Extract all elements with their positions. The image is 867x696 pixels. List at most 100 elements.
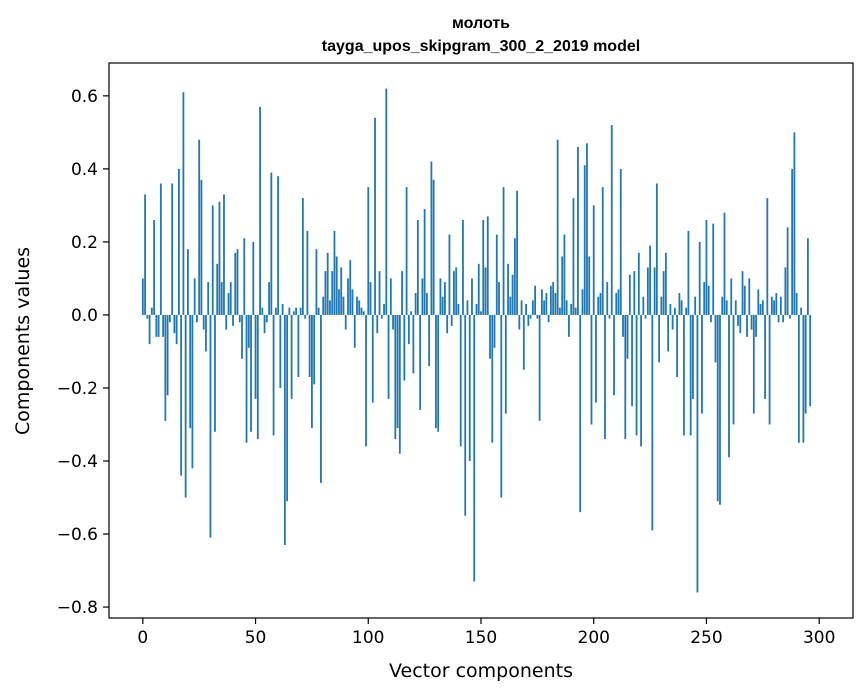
bar-component-222: [642, 296, 645, 315]
bar-component-110: [389, 278, 392, 315]
bar-component-95: [356, 296, 358, 315]
bar-component-238: [678, 293, 681, 315]
bar-component-173: [531, 300, 534, 315]
bar-component-49: [252, 241, 255, 315]
bar-component-217: [631, 314, 633, 407]
bar-component-246: [696, 314, 699, 593]
bar-component-106: [380, 314, 383, 319]
bar-component-45: [243, 238, 246, 315]
bar-component-117: [405, 187, 408, 315]
bar-component-250: [705, 220, 708, 315]
bar-component-113: [396, 314, 399, 429]
bar-component-84: [331, 271, 334, 315]
bar-component-282: [777, 314, 780, 323]
bar-component-157: [495, 234, 498, 315]
bar-component-229: [658, 314, 661, 363]
bar-component-233: [667, 314, 670, 352]
bar-component-86: [335, 256, 338, 315]
bar-component-279: [770, 296, 773, 315]
y-tick-label: 0.4: [71, 160, 98, 180]
bar-component-51: [256, 314, 259, 440]
bar-component-262: [732, 314, 735, 425]
bar-component-267: [743, 285, 746, 315]
bar-component-17: [180, 314, 183, 476]
bar-component-287: [788, 314, 791, 319]
bar-component-235: [671, 314, 674, 330]
bar-component-172: [529, 314, 532, 319]
bar-component-241: [685, 307, 688, 315]
bar-component-206: [606, 282, 609, 315]
bar-component-224: [646, 267, 649, 315]
bar-component-158: [498, 282, 500, 315]
bar-component-60: [277, 176, 279, 315]
bar-component-175: [536, 314, 539, 319]
bar-component-3: [148, 314, 151, 345]
bar-component-214: [624, 314, 627, 440]
bar-component-102: [371, 314, 374, 403]
bar-component-30: [209, 314, 212, 538]
bar-component-254: [714, 314, 717, 363]
bar-component-77: [315, 249, 318, 315]
bar-component-179: [545, 293, 548, 315]
bar-component-127: [428, 314, 431, 367]
bar-component-138: [453, 271, 455, 315]
bar-component-52: [259, 106, 261, 315]
bar-component-28: [205, 314, 207, 352]
bar-component-296: [809, 314, 812, 407]
bar-component-253: [712, 223, 715, 315]
bar-component-101: [369, 282, 372, 315]
bar-component-20: [187, 249, 189, 315]
bar-component-13: [171, 183, 174, 315]
bar-component-115: [401, 271, 403, 315]
bar-component-153: [486, 216, 489, 315]
bar-component-97: [360, 307, 363, 315]
y-tick-label: −0.4: [57, 452, 98, 472]
bar-component-92: [349, 260, 352, 315]
bar-component-47: [247, 314, 250, 348]
bar-component-178: [543, 300, 546, 315]
bar-component-226: [651, 314, 654, 531]
y-axis-label: Components values: [12, 247, 34, 435]
bar-component-98: [362, 311, 365, 315]
bar-component-183: [554, 293, 557, 315]
bar-component-33: [216, 263, 219, 315]
bar-component-283: [779, 296, 782, 315]
bar-component-44: [241, 314, 243, 359]
bar-component-100: [367, 187, 370, 315]
bar-component-276: [764, 314, 766, 399]
bar-component-202: [597, 296, 600, 315]
bar-component-43: [238, 314, 241, 323]
bar-component-281: [775, 293, 778, 315]
bar-component-15: [175, 314, 178, 345]
bar-component-236: [673, 307, 676, 315]
bar-component-259: [725, 300, 728, 315]
bar-component-245: [694, 296, 697, 315]
bar-component-38: [227, 293, 230, 315]
bar-component-120: [412, 314, 415, 374]
bar-component-91: [347, 278, 349, 315]
bar-component-88: [340, 267, 343, 315]
bar-component-55: [265, 314, 268, 323]
bar-component-79: [320, 314, 322, 483]
x-tick-label: 100: [352, 628, 384, 648]
bar-component-1: [144, 194, 146, 315]
bar-component-243: [689, 314, 692, 436]
bar-component-22: [191, 314, 194, 469]
bar-component-140: [457, 303, 460, 315]
bar-component-285: [784, 267, 787, 315]
bar-component-123: [419, 314, 422, 410]
bar-component-139: [455, 267, 458, 315]
bar-component-218: [633, 271, 636, 315]
bar-component-257: [721, 296, 724, 315]
bar-component-271: [752, 314, 755, 414]
bar-component-242: [687, 230, 690, 315]
bar-component-228: [655, 183, 658, 315]
bar-component-146: [471, 278, 473, 315]
y-tick-label: −0.8: [57, 598, 98, 618]
bar-component-37: [225, 314, 228, 330]
bar-component-118: [407, 314, 410, 345]
bar-component-268: [746, 314, 748, 337]
bar-component-69: [297, 314, 300, 378]
bar-component-203: [599, 293, 602, 315]
bar-component-119: [410, 311, 413, 315]
